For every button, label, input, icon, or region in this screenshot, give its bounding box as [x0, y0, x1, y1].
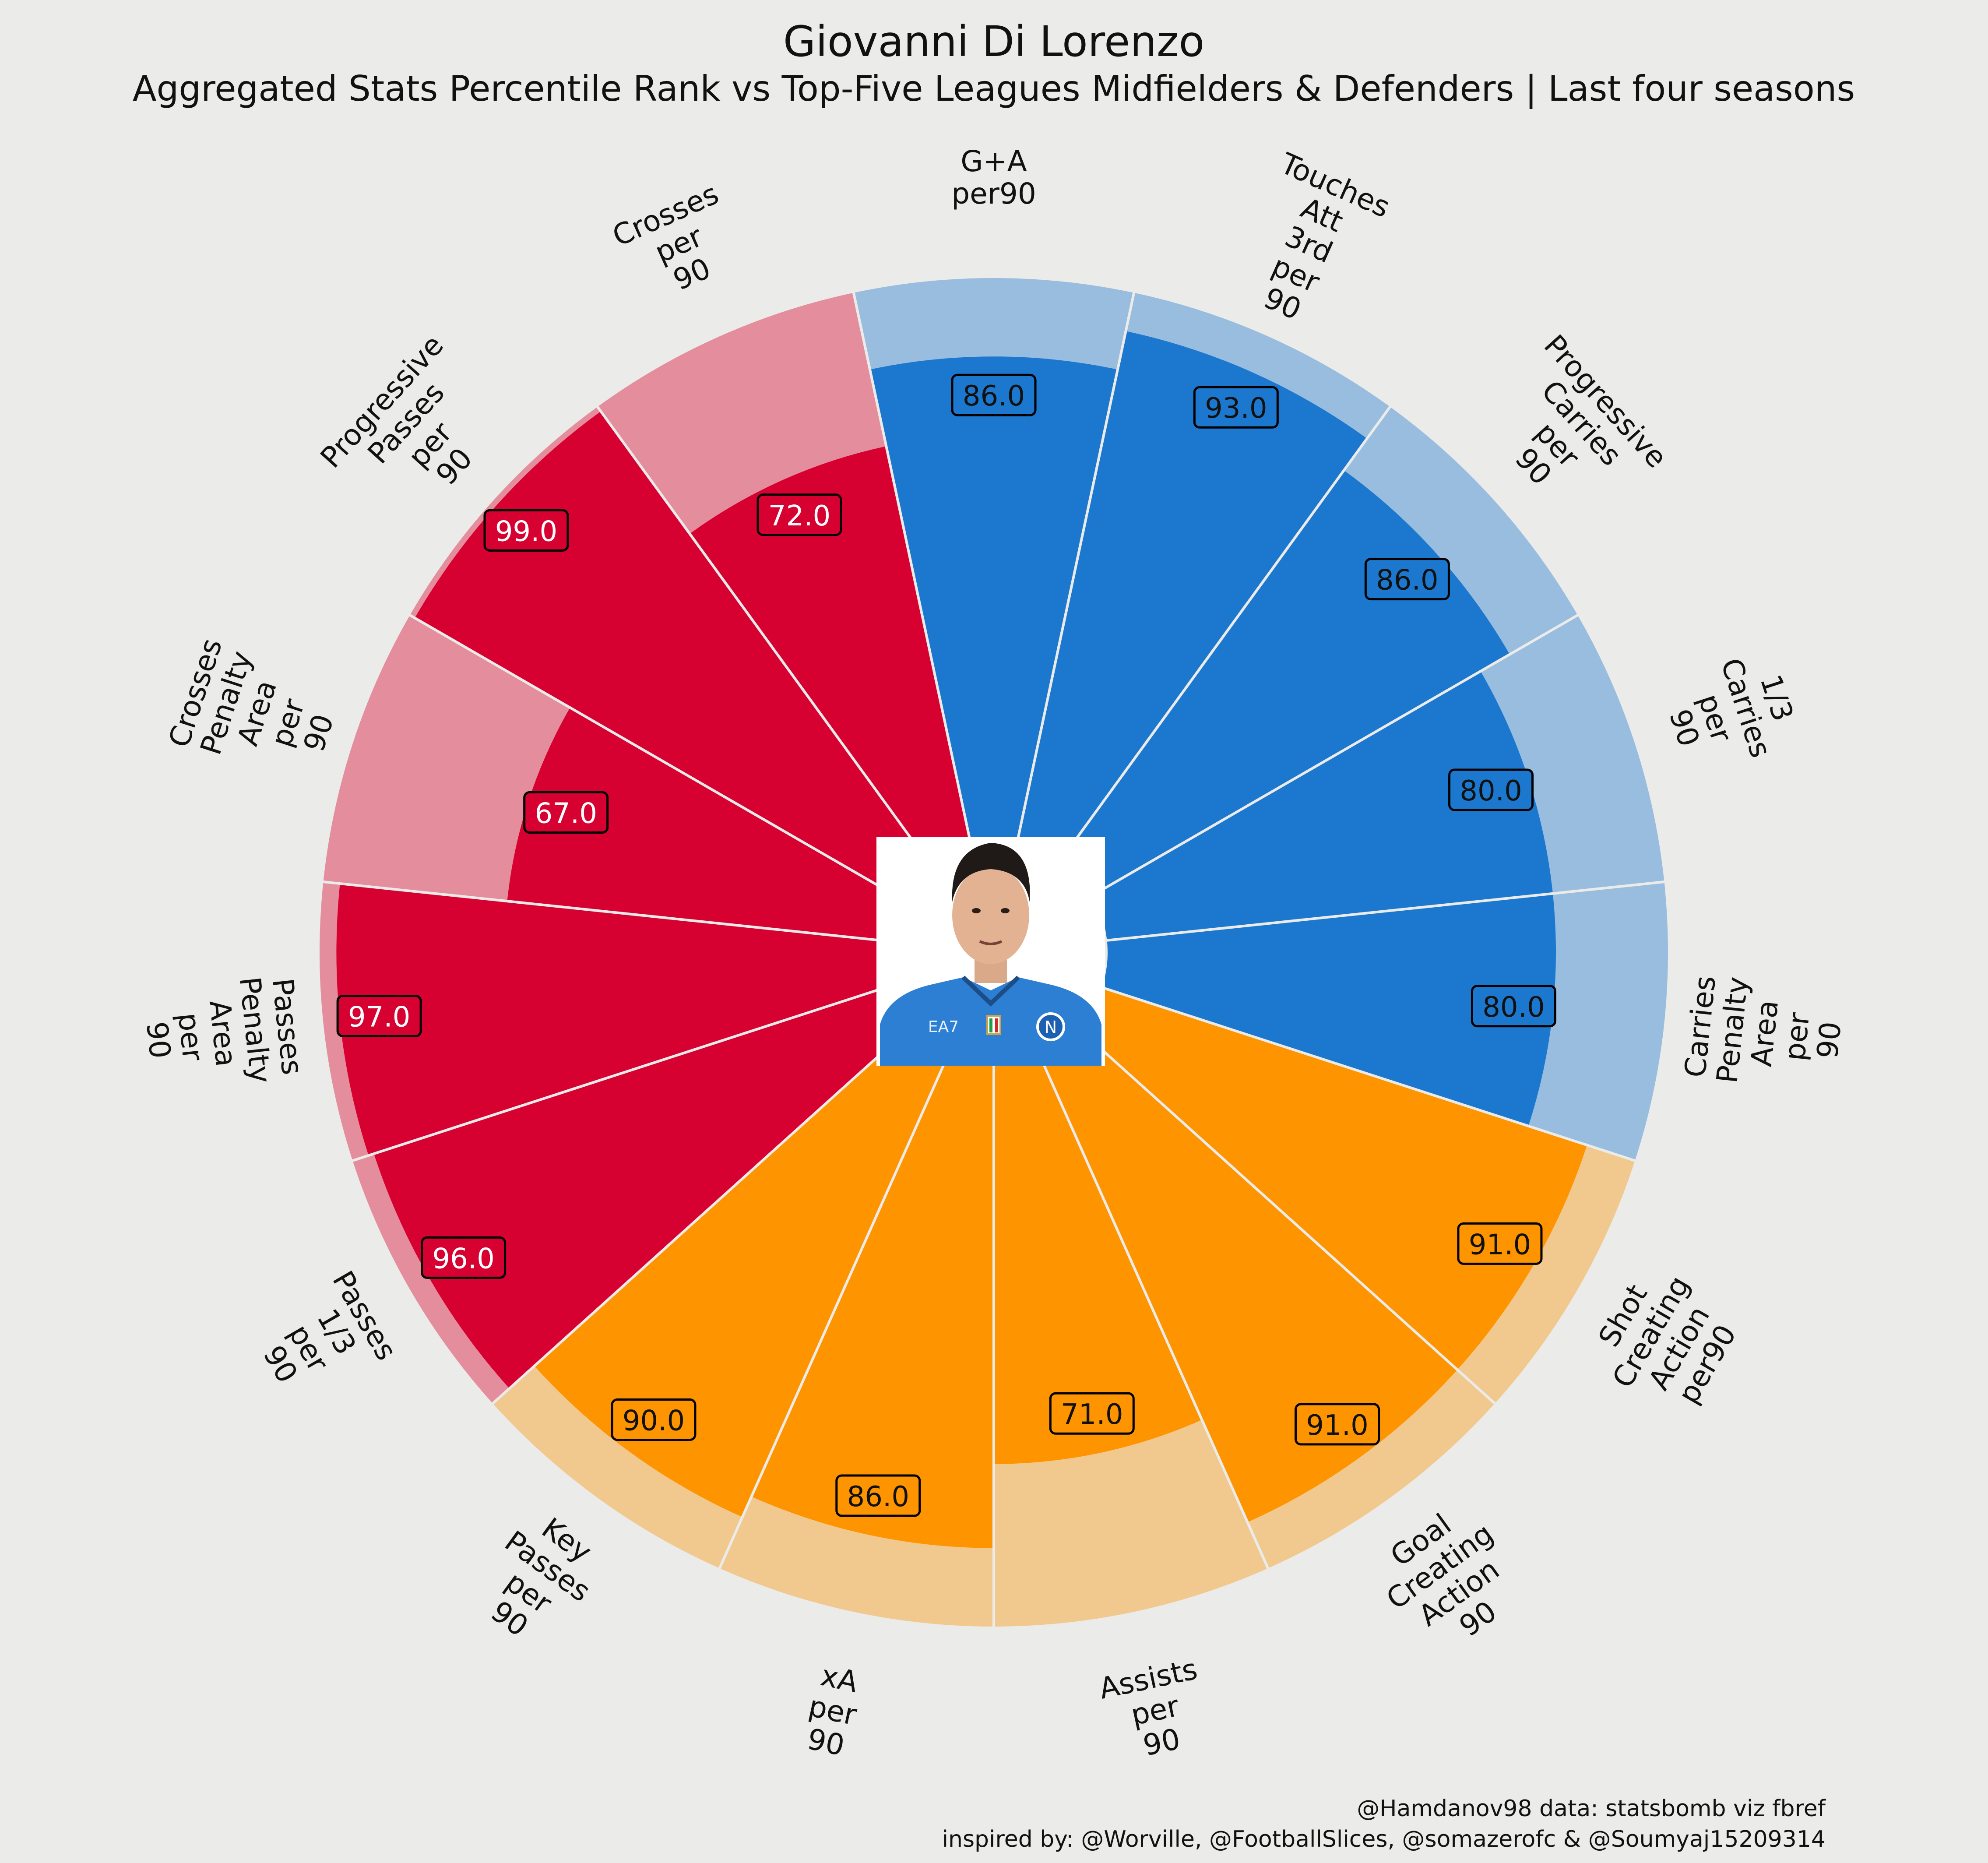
value-text-7: 71.0: [1061, 1398, 1123, 1431]
category-label-line: per90: [951, 177, 1036, 211]
value-text-3: 80.0: [1460, 775, 1522, 807]
jersey-collar: [961, 976, 1020, 1007]
bar-wedge-4: [1102, 893, 1556, 1126]
separator-7: [1039, 1056, 1270, 1571]
category-label-line: xA: [818, 1659, 861, 1699]
value-labels: 86.0 93.0 86.0 80.0 80.0 91.0 91.0 71.0 86.0 90.0…: [336, 373, 1556, 1517]
separator-13: [408, 613, 896, 897]
value-text-12: 67.0: [535, 797, 597, 830]
category-label-line: Area: [203, 999, 243, 1068]
separator-4: [1107, 880, 1666, 942]
svg-text:N: N: [1045, 1018, 1057, 1037]
category-label-line: 90: [804, 1722, 847, 1763]
separator-3: [1091, 613, 1580, 897]
separator-11: [350, 986, 886, 1162]
value-text-1: 93.0: [1205, 392, 1267, 425]
value-text-2: 86.0: [1376, 564, 1439, 597]
category-label-line: 90: [1810, 1020, 1847, 1060]
value-text-10: 96.0: [432, 1243, 495, 1275]
category-label-line: 90: [140, 1020, 177, 1060]
wedge-separators: [321, 291, 1666, 1628]
value-text-11: 97.0: [348, 1001, 411, 1034]
club-crest-icon: [1036, 1012, 1065, 1041]
sponsor-badge: EA7: [928, 1018, 959, 1036]
footer-credit: @Hamdanov98 data: statsbomb viz fbref: [1357, 1796, 1826, 1822]
category-label-line: per: [1777, 1011, 1816, 1062]
category-label-line: per: [171, 1011, 210, 1063]
face: [952, 866, 1029, 964]
bar-wedge-9: [534, 1028, 948, 1517]
separator-1: [1016, 291, 1136, 842]
value-label-12: 67.0: [523, 791, 609, 834]
italy-shield-icon: [986, 1015, 1001, 1035]
value-label-3: 80.0: [1448, 768, 1534, 811]
value-text-4: 80.0: [1482, 991, 1545, 1024]
value-text-6: 91.0: [1306, 1409, 1369, 1442]
separator-6: [1077, 1027, 1497, 1406]
separator-9: [718, 1056, 949, 1571]
value-text-9: 90.0: [623, 1405, 685, 1437]
value-text-13: 99.0: [495, 515, 558, 548]
value-text-8: 86.0: [847, 1481, 910, 1513]
separator-10: [490, 1027, 910, 1406]
bar-wedge-7: [994, 1056, 1202, 1464]
category-label-line: Area: [1745, 999, 1785, 1068]
value-label-11: 97.0: [336, 995, 422, 1038]
value-text-5: 91.0: [1469, 1229, 1531, 1261]
bar-wedge-5: [1078, 987, 1587, 1370]
value-label-5: 91.0: [1457, 1222, 1543, 1265]
value-label-8: 86.0: [835, 1474, 921, 1517]
chart-subtitle: Aggregated Stats Percentile Rank vs Top-…: [133, 68, 1855, 109]
value-label-7: 71.0: [1049, 1392, 1135, 1435]
bar-wedge-14: [690, 446, 970, 860]
footer-inspiration: inspired by: @Worville, @FootballSlices,…: [942, 1826, 1826, 1852]
separator-0: [852, 291, 971, 842]
category-label-line: G+A: [961, 144, 1027, 178]
bar-wedge-10: [374, 987, 909, 1389]
separator-12: [321, 880, 881, 942]
bar-wedge-0: [870, 356, 1118, 841]
separator-5: [1101, 986, 1637, 1162]
value-label-9: 90.0: [611, 1398, 697, 1441]
value-label-1: 93.0: [1193, 386, 1279, 429]
bar-wedge-6: [1040, 1028, 1457, 1522]
value-label-2: 86.0: [1364, 558, 1450, 601]
value-label-10: 96.0: [421, 1236, 507, 1279]
bar-wedge-11: [336, 884, 886, 1156]
bar-wedge-3: [1092, 671, 1553, 940]
category-label-line: 90: [1140, 1722, 1183, 1763]
separator-2: [1059, 405, 1392, 861]
value-label-4: 80.0: [1471, 985, 1556, 1028]
bar-wedge-1: [1017, 331, 1367, 860]
hair: [952, 843, 1030, 902]
value-label-6: 91.0: [1295, 1403, 1380, 1446]
chart-title: Giovanni Di Lorenzo: [783, 17, 1204, 66]
separator-14: [595, 405, 928, 861]
value-label-13: 99.0: [483, 509, 569, 552]
value-text-14: 72.0: [768, 500, 831, 532]
bar-wedge-12: [507, 708, 895, 940]
value-text-0: 86.0: [963, 380, 1025, 412]
value-label-0: 86.0: [951, 373, 1037, 416]
value-label-14: 72.0: [756, 493, 842, 536]
bar-wedge-8: [751, 1056, 994, 1548]
player-photo: EA7 N: [876, 837, 1105, 1066]
